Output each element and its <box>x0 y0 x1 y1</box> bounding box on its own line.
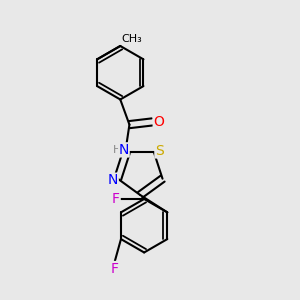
Text: S: S <box>155 144 164 158</box>
Text: F: F <box>112 192 120 206</box>
Text: O: O <box>153 115 164 129</box>
Text: N: N <box>108 173 118 187</box>
Text: N: N <box>119 143 129 157</box>
Text: F: F <box>110 262 118 275</box>
Text: H: H <box>113 145 121 155</box>
Text: CH₃: CH₃ <box>122 34 142 44</box>
